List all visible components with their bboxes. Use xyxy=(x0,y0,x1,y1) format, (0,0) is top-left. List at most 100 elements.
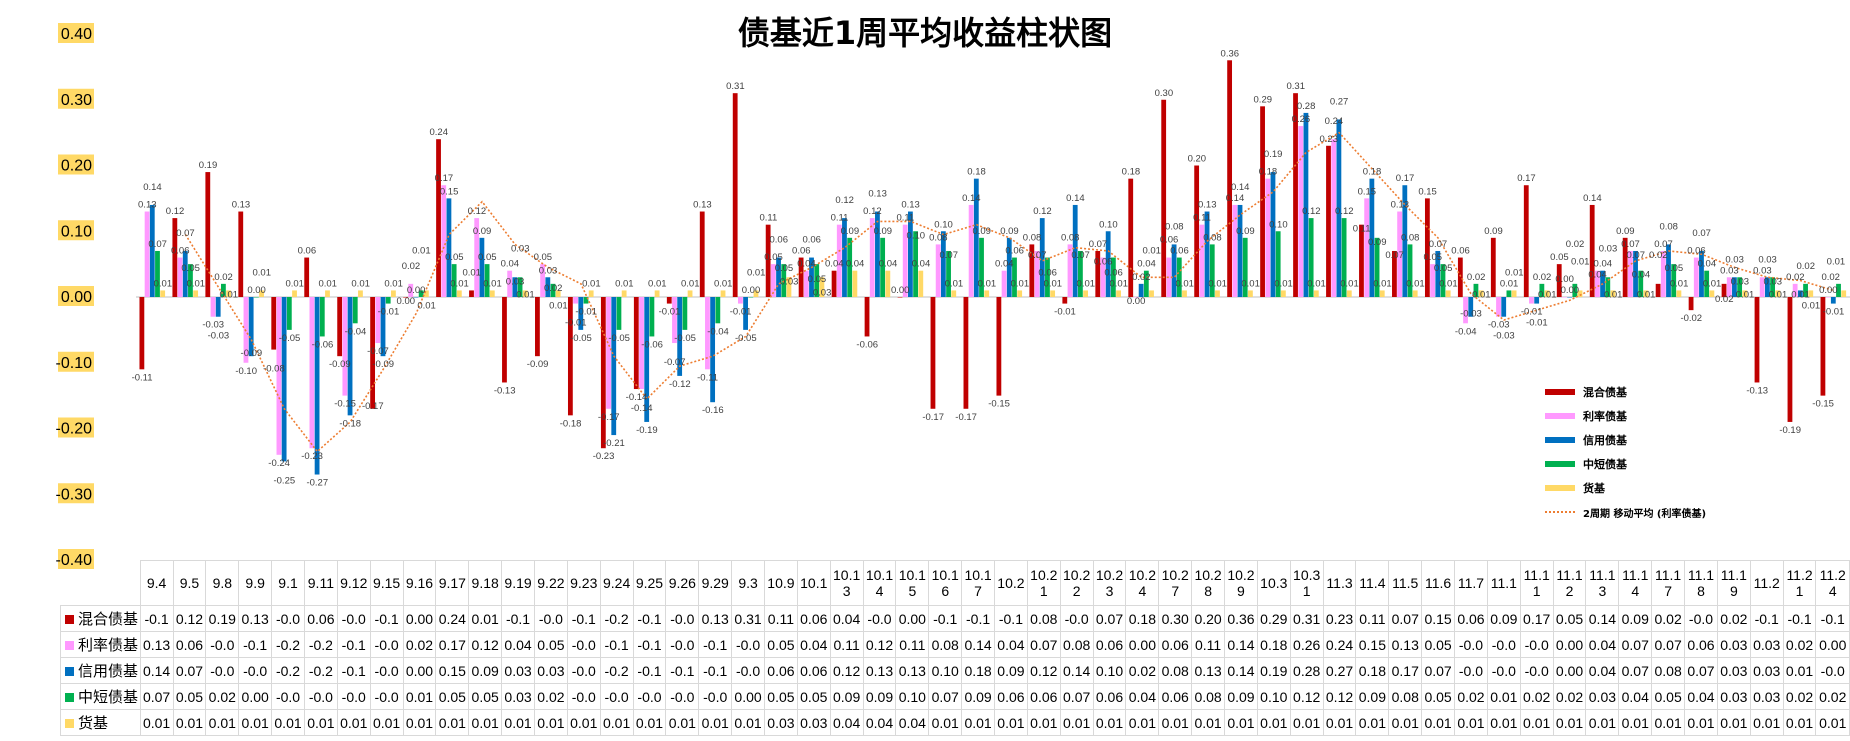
table-cell: 0.06 xyxy=(1092,683,1127,710)
table-cell: 0.01 xyxy=(1651,709,1686,736)
table-header-cell: 9.23 xyxy=(566,560,601,606)
data-label: 0.05 xyxy=(1434,263,1453,274)
table-cell: 0.12 xyxy=(1289,683,1324,710)
legend-key-icon xyxy=(65,641,74,650)
table-cell: 0.00 xyxy=(402,657,437,684)
bar-3-9.18 xyxy=(484,264,490,297)
table-cell: -0.0 xyxy=(369,657,404,684)
data-label: 0.01 xyxy=(945,278,964,289)
table-cell: 0.01 xyxy=(303,709,338,736)
bar-2-11.14 xyxy=(1633,250,1638,297)
bar-2-10.27 xyxy=(1171,244,1177,297)
table-cell: 0.01 xyxy=(336,709,371,736)
table-cell: -0.0 xyxy=(1454,631,1488,658)
bar-2-11.2 xyxy=(1764,277,1770,297)
bar-0-11.18 xyxy=(1688,297,1694,311)
table-cell: 0.09 xyxy=(1224,683,1258,710)
bar-1-10.3 xyxy=(1265,178,1271,297)
bar-0-9.26 xyxy=(666,297,672,304)
table-cell: 0.13 xyxy=(238,605,273,632)
table-cell: -0.1 xyxy=(139,605,174,632)
data-label: -0.05 xyxy=(608,333,630,344)
bar-1-10.21 xyxy=(1034,250,1040,297)
table-cell: 0.05 xyxy=(435,683,470,710)
data-label: -0.24 xyxy=(268,458,290,469)
bar-2-9.24 xyxy=(611,297,617,436)
data-label: 0.01 xyxy=(1604,289,1623,300)
table-cell: 0.00 xyxy=(402,605,437,632)
data-label: -0.02 xyxy=(1680,313,1702,324)
data-label: 0.07 xyxy=(148,239,167,250)
bar-2-11.5 xyxy=(1402,185,1408,297)
data-label: -0.09 xyxy=(241,348,263,359)
data-label: 0.15 xyxy=(1418,186,1437,197)
bar-3-10.22 xyxy=(1078,250,1083,297)
data-label: 0.01 xyxy=(1500,278,1519,289)
legend-key-icon xyxy=(65,719,74,728)
table-cell: 0.11 xyxy=(1191,631,1226,658)
table-header-cell: 10.3 xyxy=(1256,560,1291,606)
table-row: 中短债基 0.07 0.05 0.02 0.00 -0.0 -0.0 -0.0 -0.0 0.01… xyxy=(60,683,1850,710)
data-label: 0.01 xyxy=(1637,289,1656,300)
legend-label: 信用债基 xyxy=(1583,434,1627,447)
data-label: -0.01 xyxy=(575,307,597,318)
data-label: 0.13 xyxy=(1391,200,1410,211)
table-cell: 0.03 xyxy=(501,657,535,684)
bar-0-11.13 xyxy=(1589,204,1595,297)
bar-0-10.9 xyxy=(765,224,771,297)
legend-item-trendline: 2周期 移动平均 (利率债基) xyxy=(1545,500,1706,524)
bar-4-9.4 xyxy=(160,290,166,297)
table-cell: -0.1 xyxy=(238,631,273,658)
table-header-cell: 10.22 xyxy=(1059,560,1094,606)
bar-1-9.12 xyxy=(342,297,348,396)
bar-1-9.22 xyxy=(540,264,546,297)
table-cell: 0.01 xyxy=(1092,709,1127,736)
table-cell: -0.0 xyxy=(1486,631,1521,658)
table-cell: 0.11 xyxy=(895,631,930,658)
data-label: -0.03 xyxy=(208,331,230,342)
data-label: 0.01 xyxy=(154,278,173,289)
data-label: 0.01 xyxy=(384,278,403,289)
table-cell: 0.06 xyxy=(1092,631,1127,658)
table-cell: 0.06 xyxy=(1684,631,1718,658)
data-label: 0.11 xyxy=(896,213,914,224)
table-cell: 0.07 xyxy=(1684,657,1718,684)
table-cell: 0.10 xyxy=(1092,657,1127,684)
data-label: 0.00 xyxy=(407,285,426,296)
data-label: -0.17 xyxy=(362,401,384,412)
table-cell: 0.01 xyxy=(1486,709,1521,736)
table-header-cell: 10.9 xyxy=(763,560,798,606)
table-cell: 0.11 xyxy=(829,631,864,658)
data-label: 0.01 xyxy=(1439,278,1458,289)
bar-1-9.19 xyxy=(507,270,513,297)
bar-3-11.13 xyxy=(1605,277,1611,297)
data-label: 0.18 xyxy=(967,167,986,178)
table-header-cell: 9.24 xyxy=(599,560,634,606)
data-label: 0.07 xyxy=(176,228,195,239)
bar-3-10.27 xyxy=(1176,257,1182,297)
data-label: -0.03 xyxy=(1460,309,1482,320)
bar-3-10.28 xyxy=(1209,244,1215,297)
bar-2-11.19 xyxy=(1732,277,1737,297)
table-cell: 0.01 xyxy=(1388,709,1423,736)
table-header-cell: 11.17 xyxy=(1651,560,1686,606)
table-cell: 0.13 xyxy=(895,657,930,684)
bar-0-10.27 xyxy=(1161,99,1167,297)
table-cell: 0.01 xyxy=(1782,709,1817,736)
bar-3-9.5 xyxy=(188,264,193,297)
bar-2-9.26 xyxy=(677,297,683,376)
data-label: 0.01 xyxy=(1373,278,1392,289)
data-label: 0.04 xyxy=(825,259,844,270)
data-label: 0.03 xyxy=(506,276,525,287)
bar-1-11.17 xyxy=(1660,250,1666,297)
table-cell: 0.05 xyxy=(1552,605,1587,632)
table-header-row: 9.4 9.5 9.8 9.9 9.1 9.11 9.12 9.15 9.16 9.17 9.18 9… xyxy=(60,560,1850,606)
data-label: -0.05 xyxy=(674,333,696,344)
table-cell: 0.03 xyxy=(1716,631,1751,658)
legend: 混合债基 利率债基 信用债基 中短债基 货基 2周期 移动平均 (利率债基) xyxy=(1545,380,1707,524)
bar-4-9.8 xyxy=(226,290,232,297)
table-cell: 0.01 xyxy=(139,709,174,736)
table-cell: 0.15 xyxy=(1355,631,1390,658)
data-label: 0.08 xyxy=(1165,221,1184,232)
table-cell: 0.04 xyxy=(829,605,864,632)
